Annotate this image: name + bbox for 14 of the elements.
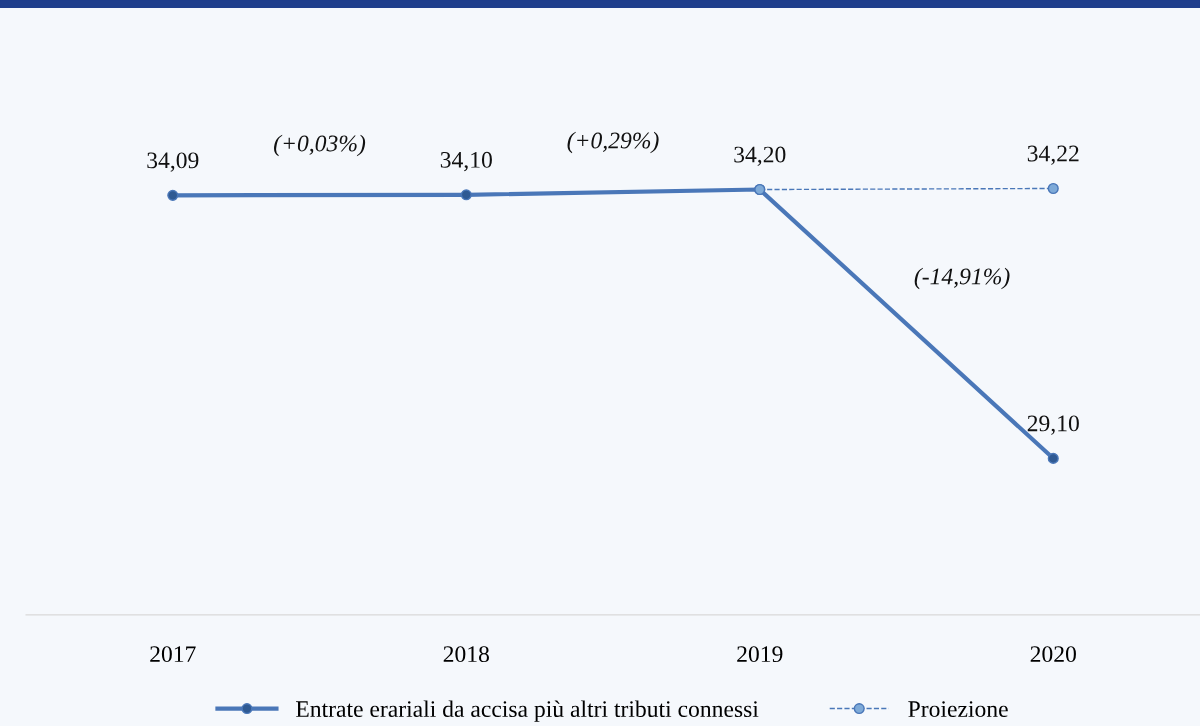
data-label: 34,10 — [440, 151, 492, 172]
data-label: 29,10 — [1027, 415, 1079, 435]
x-tick-label: 2019 — [737, 646, 783, 663]
text: (+0,29%) — [567, 131, 659, 154]
legend-label: Entrate erariali da accisa più altri tributi connessi — [296, 700, 759, 722]
x-tick-label: 2017 — [150, 646, 196, 663]
data-label: 34,20 — [734, 146, 786, 166]
data-label: 34,22 — [1027, 145, 1079, 165]
legend-label: Proiezione — [908, 701, 1008, 718]
x-tick-label: 2018 — [443, 646, 489, 663]
text: (+0,03%) — [274, 134, 366, 157]
annotation: (-14,91%) — [914, 267, 1010, 290]
data-label: 34,09 — [147, 152, 199, 172]
x-tick-label: 2020 — [1030, 646, 1076, 663]
